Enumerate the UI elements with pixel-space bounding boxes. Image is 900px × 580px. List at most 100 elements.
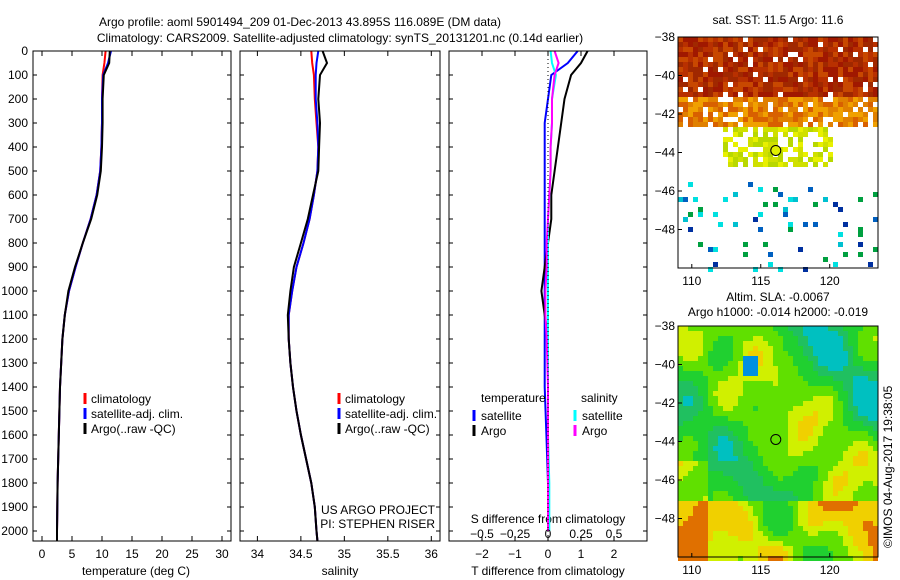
map-cell xyxy=(793,471,798,476)
map-cell xyxy=(718,222,723,227)
map-cell xyxy=(853,406,858,411)
map-cell xyxy=(813,366,818,371)
map-cell xyxy=(803,386,808,391)
map-cell xyxy=(768,496,773,501)
map-cell xyxy=(868,426,873,431)
map-cell xyxy=(693,466,698,471)
map-cell xyxy=(723,491,728,496)
map-cell xyxy=(793,476,798,481)
map-cell xyxy=(813,546,818,551)
map-cell xyxy=(838,496,843,501)
map-cell xyxy=(798,431,803,436)
map-cell xyxy=(728,351,733,356)
map-cell xyxy=(833,107,838,112)
map-cell xyxy=(723,416,728,421)
map-cell xyxy=(693,371,698,376)
map-cell xyxy=(733,366,738,371)
map-cell xyxy=(693,67,698,72)
map-cell xyxy=(723,127,728,132)
map-cell xyxy=(863,531,868,536)
map-cell xyxy=(873,326,878,331)
map-cell xyxy=(833,521,838,526)
x-tick-label: 20 xyxy=(155,547,169,561)
map-cell xyxy=(753,526,758,531)
map-cell xyxy=(858,326,863,331)
map-cell xyxy=(733,466,738,471)
map-cell xyxy=(728,541,733,546)
map-cell xyxy=(708,511,713,516)
y-tick-label: 1400 xyxy=(1,380,28,394)
map-cell xyxy=(808,551,813,556)
map-cell xyxy=(718,461,723,466)
map-cell xyxy=(868,496,873,501)
map-cell xyxy=(753,42,758,47)
map-cell xyxy=(843,97,848,102)
map-cell xyxy=(788,511,793,516)
map-cell xyxy=(713,102,718,107)
map-cell xyxy=(803,361,808,366)
map-cell xyxy=(838,476,843,481)
map-cell xyxy=(773,431,778,436)
map-cell xyxy=(823,441,828,446)
map-cell xyxy=(823,137,828,142)
map-cell xyxy=(778,152,783,157)
map-cell xyxy=(718,436,723,441)
map-cell xyxy=(848,57,853,62)
map-cell xyxy=(743,351,748,356)
map-cell xyxy=(713,77,718,82)
map-cell xyxy=(688,431,693,436)
map-cell xyxy=(708,456,713,461)
map-cell xyxy=(758,77,763,82)
map-cell xyxy=(718,371,723,376)
map-cell xyxy=(833,451,838,456)
map-cell xyxy=(688,531,693,536)
map-cell xyxy=(863,466,868,471)
map-cell xyxy=(843,252,848,257)
map-cell xyxy=(763,471,768,476)
map-cell xyxy=(683,421,688,426)
map-cell xyxy=(778,72,783,77)
map-cell xyxy=(763,331,768,336)
map-cell xyxy=(728,87,733,92)
map-cell xyxy=(728,356,733,361)
map-cell xyxy=(843,421,848,426)
map-cell xyxy=(813,112,818,117)
map-cell xyxy=(758,187,763,192)
map-cell xyxy=(778,366,783,371)
map-cell xyxy=(783,516,788,521)
map-cell xyxy=(708,107,713,112)
map-cell xyxy=(793,331,798,336)
map-cell xyxy=(743,441,748,446)
map-cell xyxy=(683,406,688,411)
map-cell xyxy=(678,356,683,361)
map-cell xyxy=(783,491,788,496)
map-cell xyxy=(698,67,703,72)
map-cell xyxy=(763,516,768,521)
map-cell xyxy=(748,401,753,406)
map-cell xyxy=(783,47,788,52)
map-cell xyxy=(858,366,863,371)
map-cell xyxy=(773,72,778,77)
map-cell xyxy=(863,42,868,47)
map-cell xyxy=(868,406,873,411)
map-cell xyxy=(688,52,693,57)
map-cell xyxy=(708,446,713,451)
map-cell xyxy=(773,37,778,42)
map-cell xyxy=(718,331,723,336)
map-cell xyxy=(813,376,818,381)
map-cell xyxy=(863,481,868,486)
map-cell xyxy=(778,102,783,107)
map-cell xyxy=(853,366,858,371)
map-cell xyxy=(758,416,763,421)
map-cell xyxy=(793,87,798,92)
map-cell xyxy=(798,122,803,127)
map-cell xyxy=(803,436,808,441)
map-cell xyxy=(743,42,748,47)
map-cell xyxy=(858,386,863,391)
map-cell xyxy=(798,52,803,57)
map-cell xyxy=(723,426,728,431)
map-cell xyxy=(723,556,728,561)
map-cell xyxy=(723,87,728,92)
map-cell xyxy=(773,331,778,336)
map-cell xyxy=(873,486,878,491)
